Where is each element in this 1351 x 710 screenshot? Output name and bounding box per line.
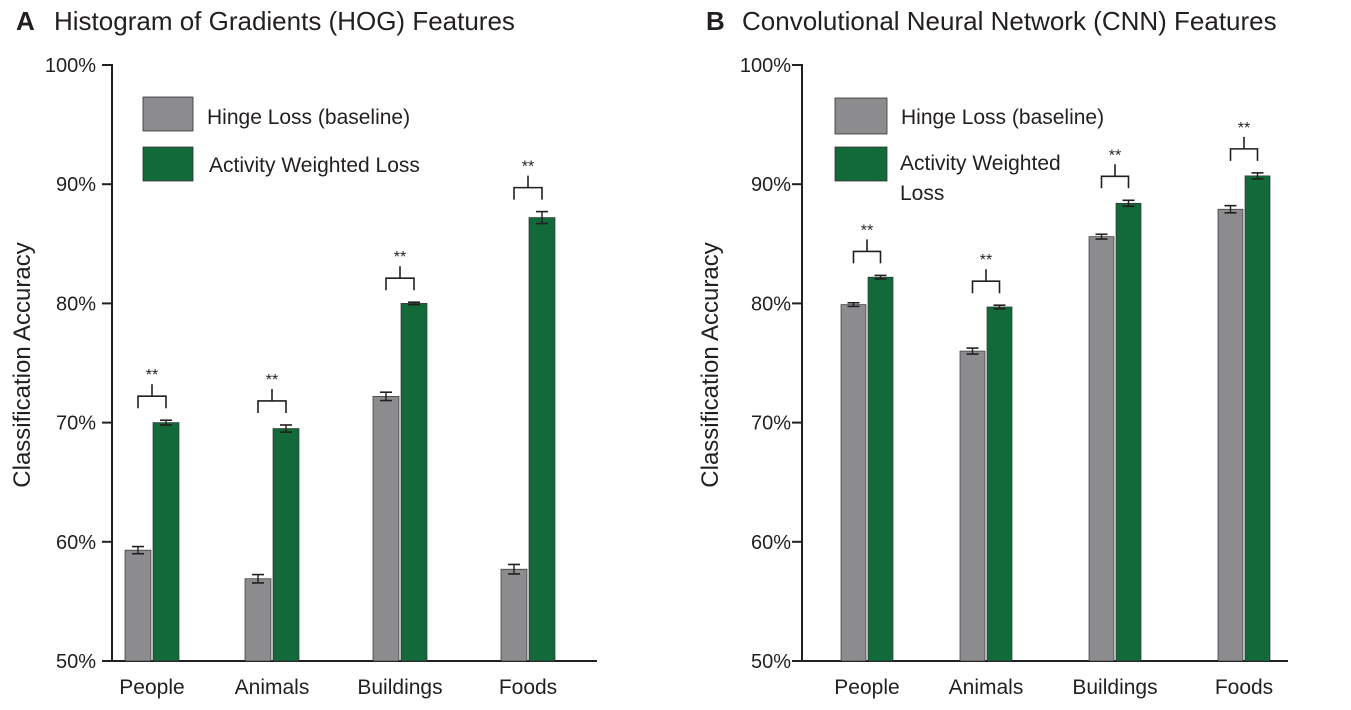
panel-b-plot: 50% 60% 70% 80% 90% 100% ** People ** Animals ** Bu…: [740, 55, 1288, 699]
panel-a-bar-weighted: [528, 217, 556, 662]
panel-a-title: Histogram of Gradients (HOG) Features: [54, 6, 515, 36]
panel-a-y-tick-label: 90%: [56, 174, 96, 196]
panel-b-error-bar: [1224, 204, 1237, 214]
panel-b-error-bar: [993, 304, 1006, 310]
panel-b-category-label: People: [834, 676, 899, 699]
panel-b-letter: B: [706, 6, 725, 36]
panel-a-bar-baseline: [372, 396, 400, 662]
panel-b-category-label: Animals: [949, 676, 1024, 699]
panel-b-significance-bracket: **: [1100, 147, 1130, 189]
panel-b-significance-label: **: [861, 222, 873, 239]
panel-b-bar-weighted: [1115, 202, 1142, 662]
panel-b-y-tick-label: 90%: [751, 174, 791, 196]
panel-a-error-bar: [132, 545, 144, 555]
bracket-line: [1100, 175, 1130, 189]
panel-a-category-label: Buildings: [357, 676, 442, 699]
panel-a-legend-baseline: Hinge Loss (baseline): [207, 106, 410, 129]
panel-a-error-bar: [280, 424, 292, 433]
panel-b-error-bar: [1251, 172, 1264, 180]
panel-b-error-bar: [874, 274, 887, 280]
panel-b-y-tick-label: 100%: [740, 55, 791, 77]
panel-a-bar-weighted: [272, 428, 300, 662]
panel-a-y-axis-label: Classification Accuracy: [9, 242, 36, 487]
panel-b-significance-label: **: [1238, 120, 1250, 137]
bracket-line: [1229, 148, 1259, 161]
panel-a-error-bar: [536, 210, 548, 225]
bracket-line: [852, 250, 882, 264]
panel-a-significance-bracket: **: [385, 249, 415, 291]
panel-a-category-label: People: [119, 676, 184, 699]
panel-a-significance-bracket: **: [137, 367, 167, 409]
panel-b-legend-weighted-line2: Loss: [900, 182, 944, 205]
panel-b-y-tick-label: 80%: [751, 293, 791, 315]
bracket-line: [513, 186, 543, 200]
panel-b-significance-label: **: [980, 252, 992, 269]
panel-b-significance-bracket: **: [1229, 120, 1259, 161]
panel-a-significance-label: **: [266, 372, 278, 389]
panel-b-error-bar: [847, 302, 860, 308]
panel-a-significance-bracket: **: [257, 372, 287, 413]
panel-a-error-bar: [252, 573, 264, 584]
panel-b-category-label: Buildings: [1072, 676, 1157, 699]
panel-b-y-axis-label: Classification Accuracy: [697, 242, 724, 487]
panel-b-bar-baseline: [959, 350, 986, 662]
panel-b-legend-swatch-baseline: [834, 97, 888, 135]
panel-b-title: Convolutional Neural Network (CNN) Featu…: [742, 6, 1277, 36]
panel-b-significance-label: **: [1109, 147, 1121, 164]
panel-b-bar-weighted: [986, 306, 1013, 662]
panel-a-y-tick-label: 60%: [56, 532, 96, 554]
panel-b-bar-baseline: [1217, 208, 1244, 662]
panel-a-significance-label: **: [146, 367, 158, 384]
panel-b-y-tick-label: 70%: [751, 413, 791, 435]
panel-b-bar-weighted: [1244, 175, 1271, 662]
panel-a-category-label: Animals: [235, 676, 310, 699]
panel-a-legend-weighted: Activity Weighted Loss: [209, 154, 420, 177]
panel-a-category-label: Foods: [499, 676, 557, 699]
panel-a-significance-label: **: [394, 249, 406, 266]
panel-b-significance-bracket: **: [852, 222, 882, 264]
panel-a-letter: A: [16, 6, 35, 36]
panel-b-significance-bracket: **: [971, 252, 1001, 294]
panel-a-bar-baseline: [124, 549, 152, 662]
panel-a-bar-baseline: [500, 568, 528, 662]
panel-b-error-bar: [966, 347, 979, 355]
bracket-line: [137, 395, 167, 409]
panel-b-error-bar: [1095, 233, 1108, 240]
plot-layer: 50% 60% 70% 80% 90% 100% ** People ** Animals ** Bu…: [45, 55, 1288, 699]
bracket-line: [385, 277, 415, 291]
panel-b-y-tick-label: 50%: [751, 651, 791, 673]
panel-b-legend-baseline: Hinge Loss (baseline): [901, 106, 1104, 129]
panel-b-y-tick-label: 60%: [751, 532, 791, 554]
panel-a-y-tick-label: 80%: [56, 293, 96, 315]
panel-a-y-tick-label: 50%: [56, 651, 96, 673]
panel-a-bar-baseline: [244, 578, 272, 662]
panel-a-legend-swatch-weighted: [142, 146, 194, 182]
panel-b-bar-weighted: [867, 276, 894, 662]
panel-b-bar-baseline: [840, 304, 867, 662]
panel-a-significance-label: **: [522, 159, 534, 176]
panel-a-plot: 50% 60% 70% 80% 90% 100% ** People ** Animals ** Bu…: [45, 55, 597, 699]
panel-a-error-bar: [408, 301, 420, 306]
panel-b-category-label: Foods: [1215, 676, 1273, 699]
panel-b-error-bar: [1122, 199, 1135, 208]
panel-a-error-bar: [508, 563, 520, 575]
panel-b-legend-weighted: Activity Weighted Loss: [900, 152, 1067, 205]
panel-b-legend-weighted-line1: Activity Weighted: [900, 152, 1061, 175]
panel-a-significance-bracket: **: [513, 159, 543, 200]
panel-a-error-bar: [160, 419, 172, 426]
panel-a-legend-swatch-baseline: [142, 96, 194, 132]
panel-b-legend-swatch-weighted: [834, 146, 888, 182]
panel-b-bar-baseline: [1088, 236, 1115, 662]
panel-a-bar-weighted: [400, 303, 428, 662]
panel-a-bar-weighted: [152, 422, 180, 662]
panel-a-error-bar: [380, 391, 392, 402]
bracket-line: [257, 400, 287, 413]
panel-a-y-tick-label: 100%: [45, 55, 96, 77]
bracket-line: [971, 280, 1001, 294]
panel-a-y-tick-label: 70%: [56, 413, 96, 435]
